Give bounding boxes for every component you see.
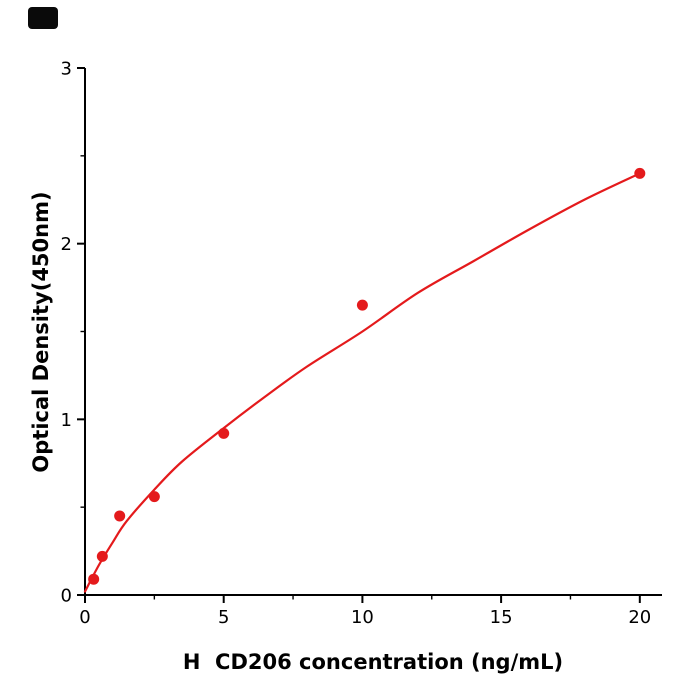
axes: 0 5 10 15 20 0 1 2 3 [61,59,662,628]
fit-curve-path [83,172,641,593]
data-points [88,167,646,585]
data-point-marker [96,550,108,562]
x-tick-label: 5 [218,607,229,628]
logo-fragment [28,7,58,29]
y-axis-title: Optical Density(450nm) [29,191,53,472]
y-tick-label: 2 [61,234,72,255]
x-tick-label: 10 [351,607,374,628]
data-point-marker [114,510,126,522]
x-tick-label: 0 [79,607,90,628]
data-point-marker [148,491,160,503]
fit-curve [83,172,641,593]
data-point-marker [634,167,646,179]
y-tick-label: 3 [61,59,72,80]
x-tick-label: 15 [490,607,513,628]
x-axis-title: H CD206 concentration (ng/mL) [183,650,563,674]
y-tick-label: 0 [61,586,72,607]
x-tick-label: 20 [628,607,651,628]
data-point-marker [356,299,368,311]
data-point-marker [218,427,230,439]
y-tick-label: 1 [61,410,72,431]
data-point-marker [88,573,100,585]
